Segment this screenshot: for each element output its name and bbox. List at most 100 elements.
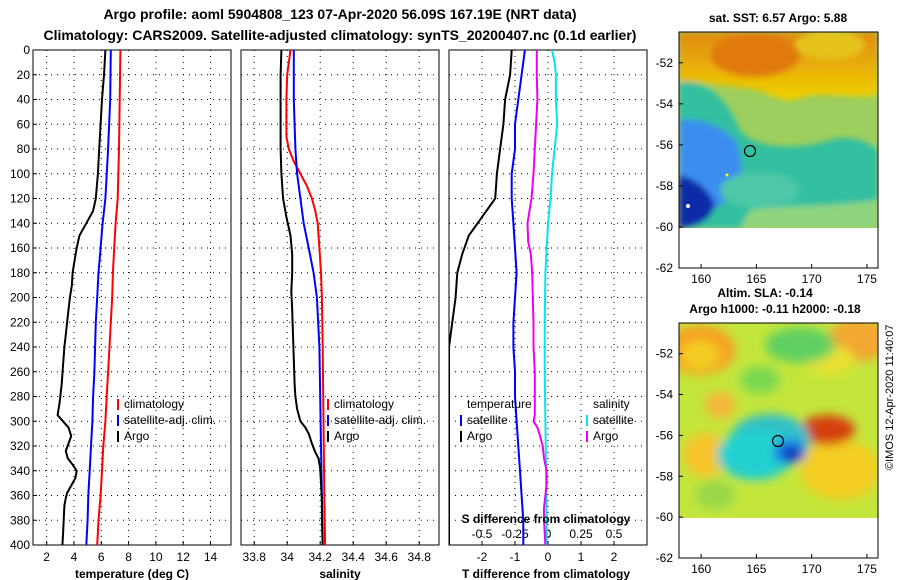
- y-tick-label: 100: [10, 167, 30, 181]
- temperature-grid: [33, 50, 231, 545]
- legend-swatch-climatology: [117, 399, 119, 410]
- map-x-tick-label: 160: [691, 272, 711, 286]
- x-tick-label: 12: [177, 550, 191, 564]
- legend-swatch-satellite: [586, 415, 588, 426]
- map-x-tick-label: 175: [857, 272, 877, 286]
- map-x-tick-label: 170: [802, 562, 822, 576]
- map-y-tick-label: -52: [656, 56, 674, 70]
- sla-map-subtitle: Argo h1000: -0.11 h2000: -0.18: [689, 302, 861, 316]
- map-x-tick-label: 170: [802, 272, 822, 286]
- salinity-tick-label: 0.5: [606, 527, 623, 541]
- y-tick-label: 380: [10, 513, 30, 527]
- y-tick-label: 80: [17, 142, 31, 156]
- y-tick-label: 260: [10, 365, 30, 379]
- chart-title-line2: Climatology: CARS2009. Satellite-adjuste…: [43, 27, 637, 43]
- salinity-x-axis-label: salinity: [319, 567, 361, 580]
- y-tick-label: 300: [10, 414, 30, 428]
- x-tick-label: 0: [545, 550, 552, 564]
- x-tick-label: 2: [611, 550, 618, 564]
- map-y-tick-label: -62: [656, 551, 674, 565]
- y-tick-label: 120: [10, 192, 30, 206]
- legend-label-argo: Argo: [124, 429, 150, 443]
- map-y-tick-label: -54: [656, 97, 674, 111]
- y-tick-label: 200: [10, 291, 30, 305]
- temperature-legend: climatology satellite-adj. clim. Argo: [117, 397, 216, 443]
- legend-swatch-argo: [327, 431, 329, 442]
- sla-map: Altim. SLA: -0.14 Argo h1000: -0.11 h200…: [656, 286, 879, 576]
- y-tick-label: 220: [10, 315, 30, 329]
- legend-swatch-climatology: [327, 399, 329, 410]
- x-tick-label: 8: [125, 550, 132, 564]
- satellite-adj-clim--line: [85, 50, 112, 545]
- sla-field: [679, 323, 878, 518]
- legend-label-satellite: satellite: [593, 413, 634, 427]
- legend-swatch-satellite: [327, 415, 329, 426]
- legend-label-argo: Argo: [467, 429, 493, 443]
- x-tick-label: 33.8: [243, 550, 267, 564]
- x-tick-label: -2: [477, 550, 488, 564]
- salinity-tick-label: 0: [545, 527, 552, 541]
- x-tick-label: 10: [149, 550, 163, 564]
- x-tick-label: 34: [281, 550, 295, 564]
- legend-swatch-argo: [117, 431, 119, 442]
- x-tick-label: 14: [204, 550, 218, 564]
- legend-heading-temperature: temperature: [467, 397, 532, 411]
- difference-x-axis-label: T difference from climatology: [462, 567, 630, 580]
- legend-label-argo: Argo: [593, 429, 619, 443]
- map-x-tick-label: 165: [746, 562, 766, 576]
- sst-map-title: sat. SST: 6.57 Argo: 5.88: [709, 11, 848, 25]
- map-y-tick-label: -56: [656, 428, 674, 442]
- y-tick-label: 0: [23, 43, 30, 57]
- map-x-tick-label: 165: [746, 272, 766, 286]
- legend-label-satellite: satellite: [467, 413, 508, 427]
- map-y-tick-label: -58: [656, 179, 674, 193]
- legend-swatch-argo: [460, 431, 462, 442]
- sst-white-dot: [686, 204, 690, 208]
- legend-label-climatology: climatology: [334, 397, 394, 411]
- x-tick-label: 34.4: [342, 550, 366, 564]
- legend-swatch-satellite: [117, 415, 119, 426]
- legend-label-satellite: satellite-adj. clim.: [124, 413, 216, 427]
- argo-line: [56, 50, 107, 545]
- salinity-tick-label: -0.5: [472, 527, 493, 541]
- y-tick-label: 280: [10, 390, 30, 404]
- x-tick-label: 34.2: [309, 550, 333, 564]
- difference-panel: -2 -1 0 1 2 -0.5 -0.25 0 0.25 0.5: [448, 49, 648, 564]
- sla-argo-location-marker: [771, 434, 785, 448]
- salinity-panel: 33.8 34 34.2 34.4 34.6 34.8: [240, 49, 440, 564]
- difference-legend-temperature: temperature satellite Argo: [460, 397, 532, 443]
- legend-swatch-argo: [586, 431, 588, 442]
- satellite-adj-clim--line: [292, 50, 324, 545]
- y-tick-label: 240: [10, 340, 30, 354]
- temperature-satellite-line: [510, 50, 526, 545]
- legend-swatch-satellite: [460, 415, 462, 426]
- climatology-line: [96, 50, 122, 545]
- x-tick-label: 34.8: [408, 550, 432, 564]
- map-y-tick-label: -52: [656, 347, 674, 361]
- y-tick-label: 180: [10, 266, 30, 280]
- temperature-argo-line: [449, 50, 513, 545]
- y-tick-label: 340: [10, 464, 30, 478]
- map-x-tick-label: 175: [857, 562, 877, 576]
- salinity-satellite-line: [543, 50, 559, 545]
- sst-map: sat. SST: 6.57 Argo: 5.88 160 165 170 175 -5…: [656, 11, 879, 286]
- temperature-panel: 2 4 6 8 10 12 14020406080100120140160180200220…: [10, 43, 232, 564]
- difference-grid: [449, 50, 647, 545]
- y-tick-label: 20: [17, 68, 31, 82]
- x-tick-label: 2: [43, 550, 50, 564]
- salinity-difference-axis-label: S difference from climatology: [462, 512, 631, 526]
- map-y-tick-label: -60: [656, 220, 674, 234]
- map-x-tick-label: 160: [691, 562, 711, 576]
- climatology-line: [285, 50, 327, 545]
- sst-field: [679, 32, 878, 228]
- map-y-tick-label: -60: [656, 510, 674, 524]
- map-y-tick-label: -62: [656, 261, 674, 275]
- salinity-grid: [241, 50, 439, 545]
- difference-series: [449, 50, 559, 545]
- y-tick-label: 360: [10, 489, 30, 503]
- chart-title-line1: Argo profile: aoml 5904808_123 07-Apr-20…: [103, 6, 577, 22]
- x-tick-label: 6: [98, 550, 105, 564]
- legend-label-climatology: climatology: [124, 397, 184, 411]
- y-tick-label: 320: [10, 439, 30, 453]
